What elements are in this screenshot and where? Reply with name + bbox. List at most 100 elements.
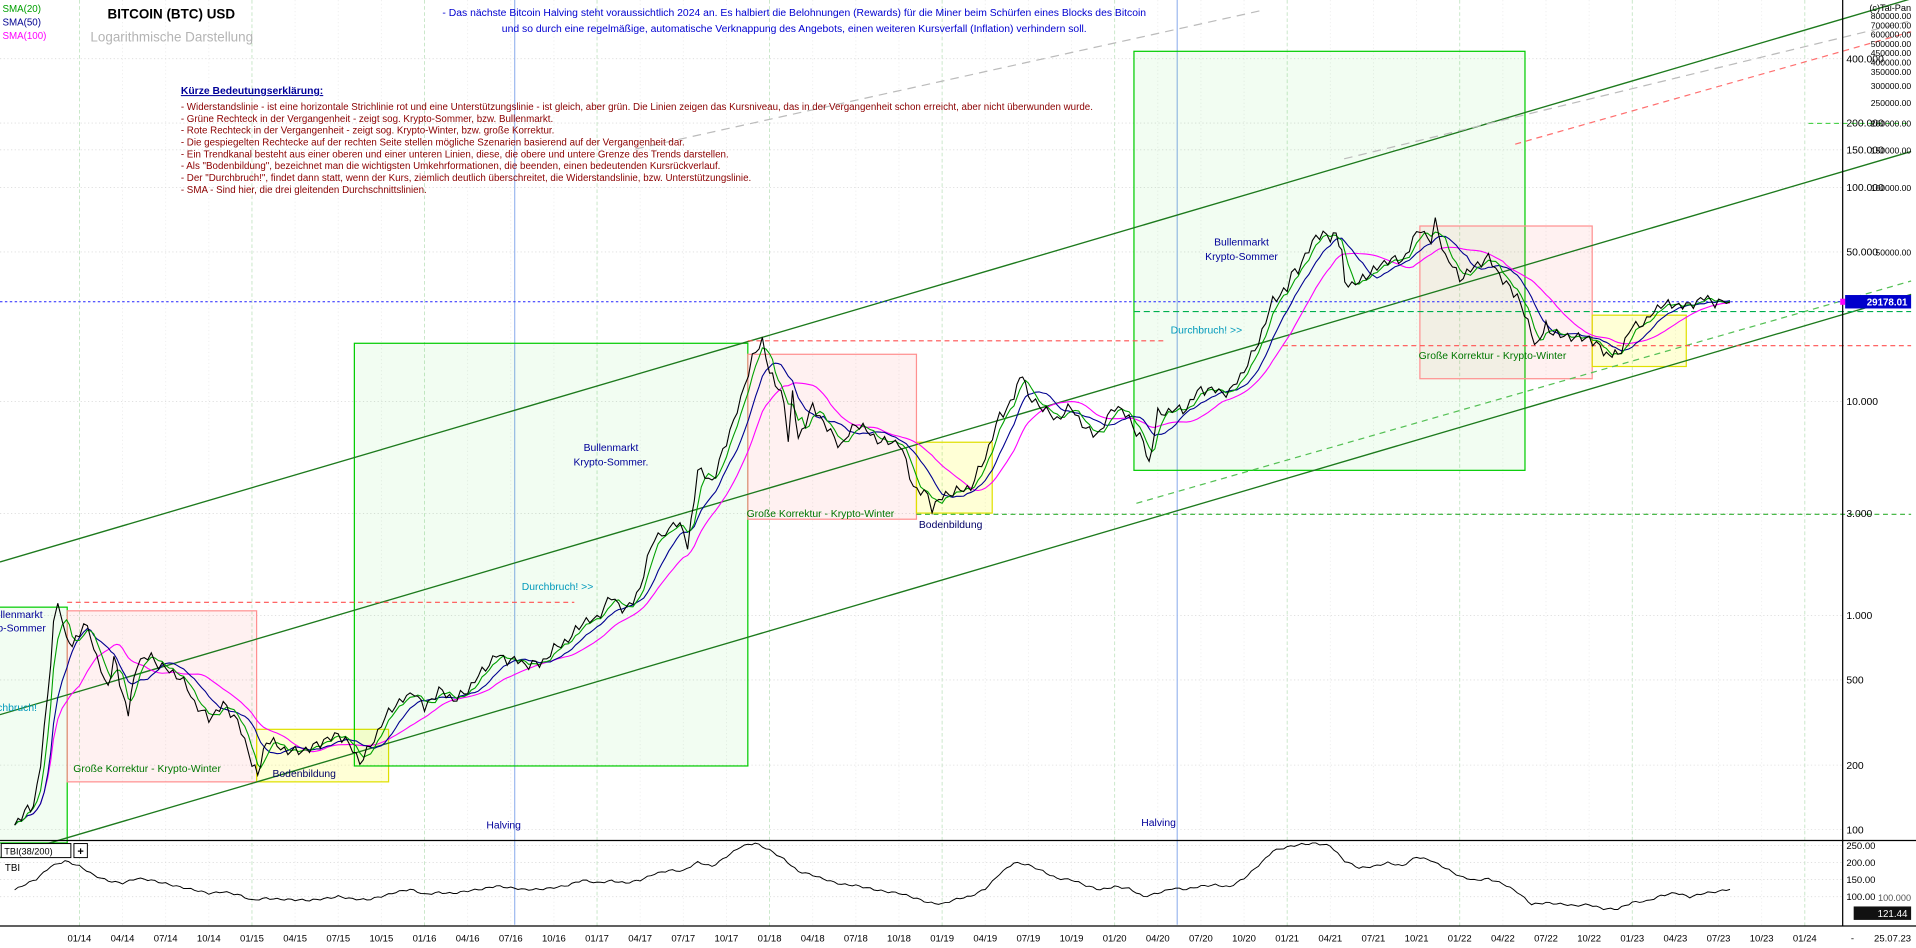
price-axis-label: 150.000: [1846, 145, 1884, 156]
zone-bodenbildung-2019: [915, 441, 993, 514]
legend-sma20: SMA(20): [2, 4, 41, 15]
date-axis-last-label: 25.07.23: [1874, 933, 1911, 944]
price-axis-label: 200: [1846, 761, 1864, 772]
tbi-axis-label: 100.00: [1846, 892, 1875, 903]
price-axis-outer-label: 300000.00: [1871, 81, 1912, 91]
annotation-bullmarket-2013: Krypto-Sommer: [0, 624, 46, 635]
trendchannel-upper-line: [0, 0, 1910, 563]
annotation-durchbruch-2013: Durchbruch!: [0, 703, 37, 714]
date-axis-label: -: [1851, 933, 1854, 944]
tbi-outer-label: 100.000: [1878, 893, 1911, 903]
explanation-line: - Ein Trendkanal besteht aus einer obere…: [181, 149, 729, 160]
explanation-title: Kürze Bedeutungserklärung:: [181, 86, 323, 97]
date-axis-label: 04/17: [628, 933, 652, 944]
trendchannel-lower-line: [0, 293, 1912, 859]
explanation-line: - Widerstandslinie - ist eine horizontal…: [181, 102, 1093, 113]
date-axis-label: 04/14: [111, 933, 136, 944]
date-axis-label: 01/24: [1793, 933, 1818, 944]
date-axis-label: 07/19: [1016, 933, 1040, 944]
date-axis-label: 01/22: [1448, 933, 1472, 944]
date-axis-label: 01/17: [585, 933, 609, 944]
date-axis-label: 07/18: [844, 933, 868, 944]
date-axis-label: 10/15: [369, 933, 393, 944]
annotation-durchbruch-2017: Durchbruch! >>: [522, 582, 594, 593]
price-axis-outer-label: 350000.00: [1871, 67, 1912, 77]
price-axis-outer-label: 250000.00: [1871, 98, 1912, 108]
date-axis-label: 01/16: [413, 933, 437, 944]
explanation-line: - Als "Bodenbildung", bezeichnet man die…: [181, 161, 721, 172]
price-axis-outer-label: 450000.00: [1871, 48, 1912, 58]
price-axis-outer-label: 400000.00: [1871, 57, 1912, 67]
tbi-axis-label: 250.00: [1846, 841, 1875, 852]
price-axis-label: 200.000: [1846, 119, 1884, 130]
price-series: [14, 217, 1731, 826]
date-axis-label: 04/19: [973, 933, 997, 944]
date-axis-label: 10/20: [1232, 933, 1256, 944]
annotation-durchbruch-2020: Durchbruch! >>: [1171, 326, 1243, 337]
price-axis-outer-label: 600000.00: [1871, 30, 1912, 40]
sma-line-SMA(100): [14, 246, 1731, 826]
halving-note-line2: und so durch eine regelmäßige, automatis…: [502, 24, 1087, 35]
explanation-line: - Rote Rechteck in der Vergangenheit - z…: [181, 126, 554, 137]
price-axis-label: 100.000: [1846, 183, 1884, 194]
annotation-korrektur-2022: Große Korrektur - Krypto-Winter: [1419, 351, 1567, 362]
date-axis-label: 10/16: [542, 933, 566, 944]
date-axis-label: 01/15: [240, 933, 264, 944]
date-axis-label: 07/21: [1362, 933, 1386, 944]
annotation-korrektur-2014: Große Korrektur - Krypto-Winter: [73, 764, 221, 775]
indicator-settings-button[interactable]: [0, 843, 72, 859]
add-indicator-button[interactable]: [73, 843, 88, 859]
tbi-value-badge: [1853, 906, 1912, 920]
price-axis-label: 400.000: [1846, 54, 1884, 65]
price-axis-outer-label: 100000.00: [1871, 183, 1912, 193]
market-zones: [0, 50, 1687, 844]
date-axis-label: 07/20: [1189, 933, 1213, 944]
trendchannel-middle-line: [0, 150, 1912, 716]
explanation-line: - Die gespiegelten Rechtecke auf der rec…: [181, 137, 685, 148]
resistance-trend-dashed-line: [1515, 31, 1912, 145]
date-axis-label: 01/19: [930, 933, 954, 944]
date-axis-label: 04/18: [801, 933, 825, 944]
price-axis-label: 100: [1846, 825, 1864, 836]
date-axis-label: 07/16: [499, 933, 523, 944]
annotation-bullmarket-2021: Krypto-Sommer: [1205, 252, 1278, 263]
date-axis-label: 10/21: [1405, 933, 1429, 944]
date-axis-label: 01/20: [1103, 933, 1127, 944]
tbi-series: [14, 842, 1731, 911]
annotation-bodenbildung-2015: Bodenbildung: [272, 769, 336, 780]
date-axis-label: 01/14: [68, 933, 93, 944]
zone-kryptowinter-2014: [66, 610, 258, 783]
date-axis-label: 04/15: [283, 933, 307, 944]
date-axis-label: 10/18: [887, 933, 911, 944]
explanation-line: - Grüne Rechteck in der Vergangenheit - …: [181, 114, 553, 125]
indicator-settings-label: TBI(38/200): [4, 847, 52, 857]
price-axis-label: 500: [1846, 676, 1864, 687]
annotation-bullmarket-2017: Bullenmarkt: [584, 443, 639, 454]
btc-price-line: [14, 217, 1731, 826]
price-axis-label: 50.000: [1846, 248, 1878, 259]
scale-subtitle: Logarithmische Darstellung: [90, 30, 253, 45]
tbi-current-value: 121.44: [1878, 909, 1908, 920]
tbi-axis-label: 200.00: [1846, 858, 1875, 869]
support-trend-dashed-line: [1136, 280, 1912, 504]
copyright-label: (c)Tai-Pan: [1869, 3, 1911, 13]
date-axis-label: 07/15: [326, 933, 350, 944]
indicator-name-label: TBI: [5, 863, 20, 874]
price-axis-label: 3.000: [1846, 509, 1872, 520]
explanation-line: - Der "Durchbruch!", findet dann statt, …: [181, 173, 751, 184]
price-axis-label: 10.000: [1846, 397, 1878, 408]
price-marker-tick: [1840, 298, 1846, 305]
annotation-bullmarket-2013: Bullenmarkt: [0, 610, 43, 621]
annotation-bullmarket-2017: Krypto-Sommer.: [573, 457, 648, 468]
date-axis-label: 01/23: [1620, 933, 1644, 944]
annotation-halving-2020: Halving: [1141, 818, 1176, 829]
scenario-dashed-line: [1343, 20, 1912, 160]
annotation-bodenbildung-2019: Bodenbildung: [919, 520, 983, 531]
plus-icon: +: [77, 846, 83, 858]
halving-note-line1: - Das nächste Bitcoin Halving steht vora…: [442, 8, 1146, 19]
date-axis-label: 04/22: [1491, 933, 1515, 944]
date-axis-label: 04/16: [456, 933, 480, 944]
